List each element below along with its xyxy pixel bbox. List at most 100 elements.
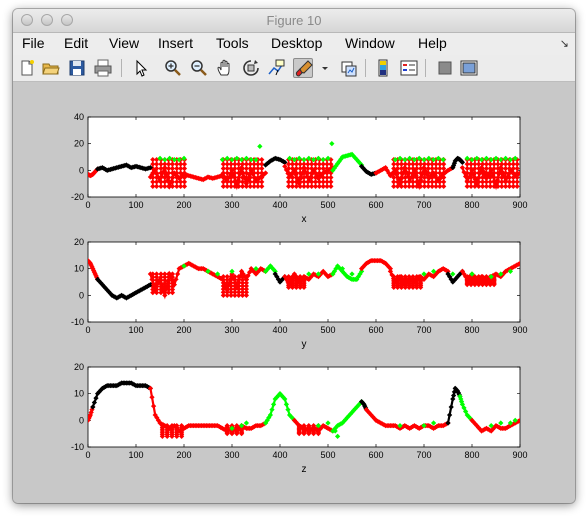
data-point <box>147 165 154 171</box>
data-point <box>147 385 154 391</box>
data-point <box>474 181 480 187</box>
data-point <box>157 276 163 282</box>
data-point-green <box>397 423 403 429</box>
data-point <box>422 168 429 174</box>
data-point-green <box>512 417 518 423</box>
data-point <box>462 408 469 415</box>
data-point <box>155 280 162 286</box>
zoom-out-icon[interactable] <box>189 58 209 78</box>
brush-dropdown-icon[interactable] <box>315 58 328 78</box>
brush-icon[interactable] <box>293 58 313 78</box>
data-point <box>267 412 274 418</box>
data-point <box>517 417 520 423</box>
figure-window: Figure 10 File Edit View Insert Tools De… <box>13 9 575 503</box>
menu-edit[interactable]: Edit <box>64 35 89 51</box>
new-figure-icon[interactable] <box>17 58 37 78</box>
hide-plot-tools-icon[interactable] <box>435 58 455 78</box>
y-tick-label: 40 <box>74 112 84 122</box>
menu-file[interactable]: File <box>22 35 45 51</box>
insert-legend-icon[interactable] <box>399 58 419 78</box>
data-point <box>517 170 520 176</box>
data-point-green <box>430 157 437 163</box>
data-point-green <box>320 157 326 163</box>
data-point <box>226 282 232 288</box>
title-bar[interactable]: Figure 10 <box>13 9 575 33</box>
open-file-icon[interactable] <box>41 58 61 78</box>
close-window-button[interactable] <box>21 14 33 26</box>
data-point <box>162 292 168 298</box>
pan-hand-icon[interactable] <box>215 58 235 78</box>
zoom-in-icon[interactable] <box>163 58 183 78</box>
print-icon[interactable] <box>93 58 113 78</box>
show-plot-tools-icon[interactable] <box>459 58 479 78</box>
y-tick-label: 0 <box>79 165 84 175</box>
data-point <box>358 268 365 274</box>
data-point <box>498 165 504 171</box>
y-tick-label: 0 <box>79 415 84 425</box>
x-axis-label: x <box>302 214 307 225</box>
save-icon[interactable] <box>67 58 87 78</box>
menu-help[interactable]: Help <box>418 35 447 51</box>
data-point-green <box>181 155 187 161</box>
data-point <box>245 176 251 182</box>
data-point-green <box>474 155 480 161</box>
data-point-green <box>512 155 518 161</box>
x-tick-label: 100 <box>128 200 143 210</box>
data-point <box>169 290 176 296</box>
menu-tools[interactable]: Tools <box>216 35 249 51</box>
data-point <box>478 165 485 171</box>
data-point <box>398 175 405 181</box>
data-point-green <box>205 268 211 274</box>
edit-plot-arrow-icon[interactable] <box>131 58 151 78</box>
data-point-green <box>421 271 427 277</box>
menu-insert[interactable]: Insert <box>158 35 194 51</box>
data-point <box>304 173 310 180</box>
menu-desktop[interactable]: Desktop <box>271 35 323 51</box>
data-point <box>307 174 314 181</box>
data-point <box>91 399 98 406</box>
data-point <box>466 174 472 181</box>
data-point-green <box>253 266 259 272</box>
data-point-green <box>392 157 398 163</box>
y-tick-label: -10 <box>71 442 84 452</box>
data-point <box>387 268 394 274</box>
plot-area <box>88 258 520 301</box>
x-tick-label: 900 <box>512 450 527 460</box>
data-point <box>158 290 164 296</box>
dock-arrow-icon[interactable]: ↘ <box>559 38 569 50</box>
link-plot-icon[interactable] <box>339 58 359 78</box>
data-point <box>403 169 410 175</box>
insert-colorbar-icon[interactable] <box>373 58 393 78</box>
y-tick-label: 10 <box>74 389 84 399</box>
menu-window[interactable]: Window <box>345 35 395 51</box>
data-point <box>154 171 160 177</box>
data-point <box>450 392 457 399</box>
data-cursor-icon[interactable] <box>267 58 287 78</box>
data-point <box>170 278 176 284</box>
data-point <box>475 175 482 181</box>
data-point <box>219 276 226 282</box>
rotate-3d-icon[interactable] <box>241 58 261 78</box>
menu-view[interactable]: View <box>109 35 140 51</box>
data-point <box>234 183 240 189</box>
data-point-green <box>238 423 245 429</box>
minimize-window-button[interactable] <box>41 14 53 26</box>
data-point-green <box>464 155 470 161</box>
data-point <box>408 174 414 181</box>
x-tick-label: 700 <box>416 450 431 460</box>
data-point <box>416 183 422 189</box>
zoom-window-button[interactable] <box>61 14 73 26</box>
data-point <box>229 167 235 173</box>
data-point-green <box>229 268 235 274</box>
data-point <box>282 396 288 402</box>
data-point-green <box>315 423 322 429</box>
data-point <box>302 169 309 175</box>
x-tick-label: 600 <box>368 200 383 210</box>
data-point <box>286 282 293 288</box>
data-point-green <box>397 155 403 161</box>
y-tick-label: 0 <box>79 290 84 300</box>
data-point-green <box>296 155 302 161</box>
data-point-green <box>219 157 226 163</box>
data-point <box>405 173 411 180</box>
